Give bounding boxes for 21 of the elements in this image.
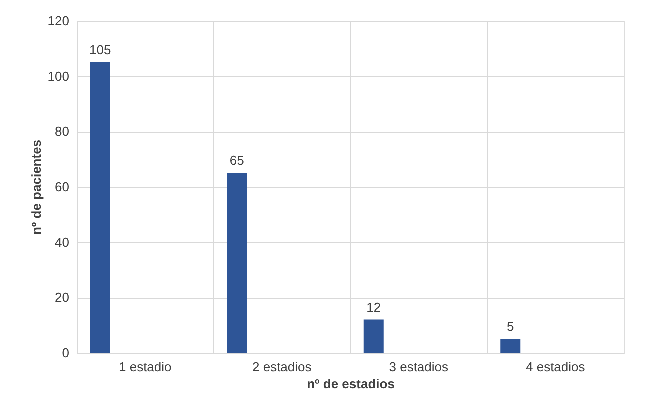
data-label: 105	[90, 42, 112, 58]
y-tick-label: 120	[48, 14, 70, 28]
data-label: 12	[366, 300, 382, 315]
x-axis-title: nº de estadios	[307, 376, 395, 392]
x-tick-label: 1 estadio	[118, 360, 172, 374]
bar	[364, 320, 384, 353]
data-label: 5	[507, 319, 514, 334]
x-tick-label: 2 estadios	[252, 360, 312, 374]
bar	[500, 339, 521, 353]
data-label: 65	[230, 153, 244, 168]
x-tick-label: 4 estadios	[526, 360, 586, 374]
y-tick-label: 60	[55, 180, 70, 194]
bar	[90, 62, 110, 353]
y-tick-label: 100	[48, 68, 70, 84]
x-tick-label: 3 estadios	[389, 360, 450, 374]
y-tick-label: 40	[55, 234, 70, 250]
y-tick-label: 20	[55, 290, 70, 306]
y-axis-title: nº de pacientes	[28, 140, 44, 236]
bar	[227, 173, 248, 353]
y-tick-label: 0	[62, 346, 70, 360]
y-tick-label: 80	[55, 124, 70, 140]
